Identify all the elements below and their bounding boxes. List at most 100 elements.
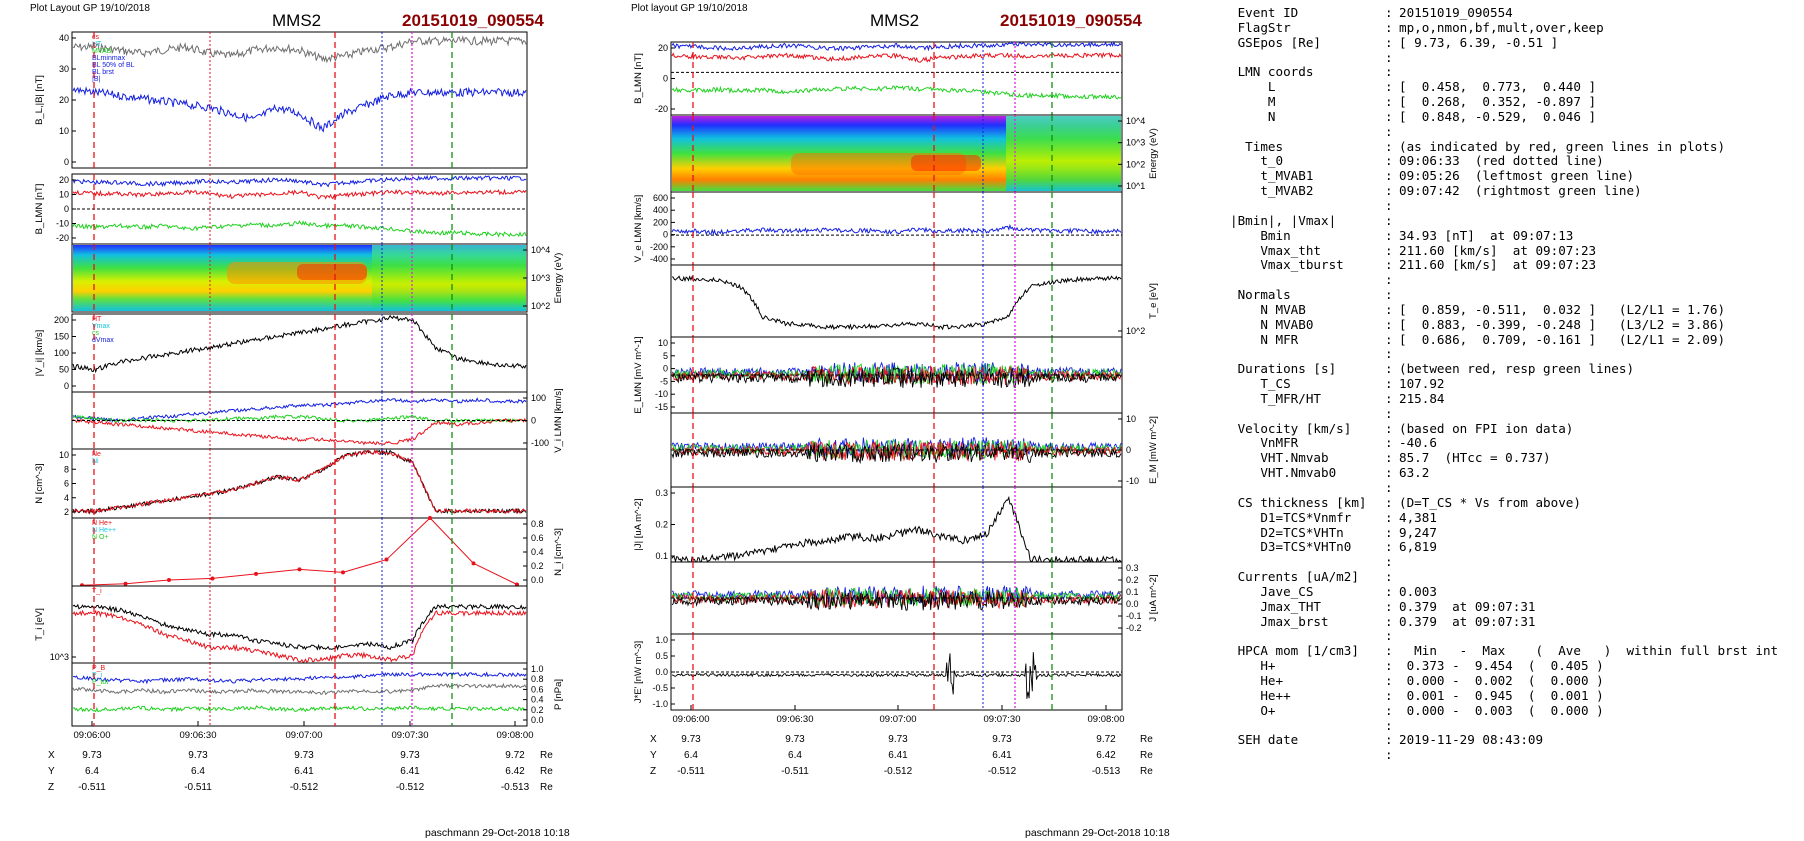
y-tick-label: 0.2 [531,561,544,571]
ephemeris-value: 6.4 [684,750,698,761]
y-tick-label: 0.3 [1126,563,1139,573]
subplot-7: 0.1 0.2 0.3 |J| [uA m^-2] [633,486,1123,565]
y-tick-label: 150 [54,332,69,342]
noise-trace [671,364,1122,386]
he-plus-plus-point [297,567,302,572]
subplot-1: -20 0 20 B_LMN [nT] [633,40,1123,116]
summary-value: Min - Max ( Ave ) within full brst int [1399,643,1779,659]
series-p-b [72,671,527,685]
ephemeris-value: 9.73 [785,734,805,745]
legend-entry: Ne [92,451,101,458]
summary-row: N MVAB0: [ 0.883, -0.399, -0.248 ] (L3/L2… [1230,317,1800,333]
summary-value: [ 0.268, 0.352, -0.897 ] [1399,94,1597,110]
summary-value: (based on FPI ion data) [1399,420,1574,436]
subplot-frame [71,313,528,393]
y-tick-label: 0.0 [1126,599,1139,609]
summary-row: LMN coords: [1230,65,1800,80]
summary-separator: : [1385,643,1393,659]
summary-row: T_CS:107.92 [1230,376,1800,392]
he-plus-plus-point [428,516,432,520]
summary-label: N [1230,109,1276,124]
x-tick-label: 09:06:00 [74,730,111,741]
subplot-7: 0.0 0.2 0.4 0.6 0.8 N_i [cm^-3] N He+N He++N O… [71,516,564,588]
summary-separator: : [1385,405,1393,421]
spacecraft-title: MMS2 [272,11,321,30]
summary-label: VHT.Nmvab0 [1230,466,1337,481]
ephemeris-value: -0.512 [988,766,1017,777]
summary-row: Vmax_tht:211.60 [km/s] at 09:07:23 [1230,242,1800,259]
y-tick-label: 0.8 [531,674,544,684]
ephemeris-unit: Re [1140,734,1153,745]
summary-label [1230,629,1385,644]
y-tick-label: -0.5 [652,683,668,693]
summary-value: 85.7 (HTcc = 0.737) [1399,450,1551,466]
summary-value: mp,o,nmon,bf,mult,over,keep [1399,19,1604,35]
summary-label: Velocity [km/s] [1230,421,1352,436]
summary-value: [ 0.848, -0.529, 0.046 ] [1399,108,1597,124]
y-tick-label: 50 [59,365,69,375]
y-tick-label: 0 [663,74,668,84]
y-axis-label: B_L,|B| [nT] [34,75,45,125]
y-tick-label: 10^3 [1126,138,1145,148]
ephemeris-label: Z [48,782,54,793]
subplot-frame [670,486,1123,563]
summary-value: (D=T_CS * Vs from above) [1399,494,1581,510]
y-tick-label: 0 [663,230,668,240]
ephemeris-value: -0.513 [501,782,530,793]
noise-trace [671,652,1122,699]
ephemeris-value: 9.73 [888,734,908,745]
summary-separator: : [1385,242,1393,258]
plot-layout-header: Plot Layout GP 19/10/2018 [30,3,150,14]
summary-row: Currents [uA/m2]: [1230,569,1800,585]
summary-label: GSEpos [Re] [1230,35,1321,50]
summary-separator: : [1385,79,1393,95]
event-id-title: 20151019_090554 [1000,11,1142,30]
y-tick-label: -100 [531,438,549,448]
event-summary-table: Event ID:20151019_090554 FlagStr: mp,o,nm… [1230,5,1800,796]
he-plus-plus-point [123,581,128,586]
y-tick-label: 20 [59,95,69,105]
summary-row: T_MFR/HT:215.84 [1230,391,1800,407]
spectrogram-hot-region [297,264,367,280]
summary-row: |Bmin|, |Vmax|: [1230,212,1800,229]
ephemeris-value: -0.512 [290,782,319,793]
y-axis-label: N [cm^-3] [34,463,45,503]
y-tick-label: 10 [658,338,668,348]
subplot-8: 10^3 T_i [eV] T_i [34,585,528,664]
y-axis-label: B_LMN [nT] [34,184,45,235]
series--v-i- [72,314,527,374]
summary-separator: : [1385,227,1393,243]
summary-label [1230,748,1385,763]
summary-separator: : [1385,212,1393,228]
summary-row: FlagStr: mp,o,nmon,bf,mult,over,keep [1230,19,1800,36]
y-tick-label: 200 [653,217,668,227]
y-tick-label: -0.2 [1126,623,1142,633]
summary-row: He++: 0.001 - 0.945 ( 0.001 ) [1230,688,1800,704]
summary-value: 211.60 [km/s] at 09:07:23 [1399,257,1597,273]
y-tick-label: 0.2 [531,705,544,715]
y-tick-label: -15 [655,402,668,412]
x-tick-label: 09:07:30 [392,730,429,741]
y-tick-label: 2 [64,507,69,517]
plot-layout-header: Plot layout GP 19/10/2018 [631,3,748,14]
legend-entry: dVmax [92,337,114,344]
ephemeris-value: 6.42 [1096,750,1116,761]
ephemeris-value: 9.73 [82,750,102,761]
summary-label: Jmax_THT [1230,599,1321,614]
summary-label: N MFR [1230,332,1299,347]
y-tick-label: 10^4 [531,245,550,255]
summary-row: GSEpos [Re]: [ 9.73, 6.39, -0.51 ] [1230,35,1800,51]
noise-trace [671,586,1122,608]
y-tick-label: 0.2 [655,520,668,530]
y-tick-label: 10 [59,450,69,460]
series-p-i [72,682,527,696]
series-b-n [671,51,1122,63]
legend-entry: N He+ [92,520,112,527]
subplot-frame [71,448,528,519]
summary-label: Vmax_tburst [1230,258,1344,273]
summary-separator: : [1385,732,1393,748]
summary-separator: : [1385,346,1393,362]
y-axis-label: J [uA m^-2] [1148,574,1159,621]
summary-label: L [1230,80,1276,95]
